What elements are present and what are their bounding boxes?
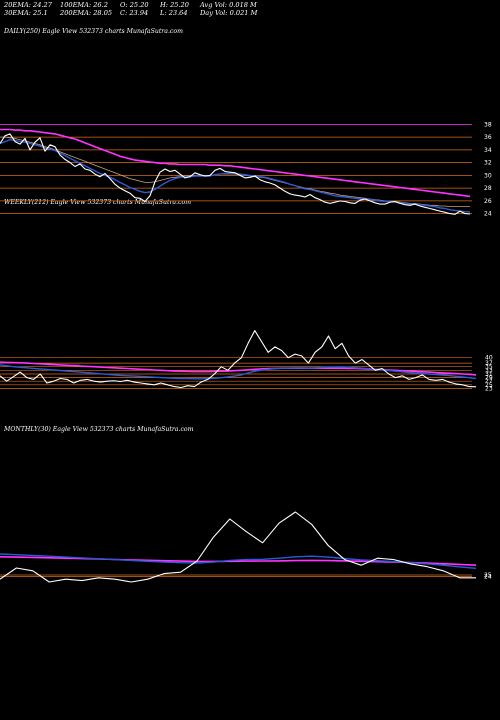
daily-price-line <box>0 133 471 215</box>
weekly-y-tick-label: 31 <box>485 371 493 378</box>
daily-y-tick-label: 26 <box>484 198 492 205</box>
daily-y-tick-label: 32 <box>484 160 492 167</box>
weekly-y-tick-label: 27 <box>485 378 493 385</box>
monthly-y-tick-label: 24 <box>484 573 492 580</box>
weekly-y-tick-label: 23 <box>485 385 493 392</box>
monthly-price-line <box>0 511 476 583</box>
daily-y-tick-label: 30 <box>484 172 492 179</box>
weekly-ema-short-line <box>0 364 477 380</box>
high-label: H: 25.20 <box>160 1 189 9</box>
ema200-label: 200EMA: 28.05 <box>60 9 113 17</box>
open-label: O: 25.20 <box>120 1 149 9</box>
close-label: C: 23.94 <box>120 9 149 17</box>
daily-chart-title: DAILY(250) Eagle View 532373 charts Muna… <box>4 28 183 35</box>
monthly-ema-short-line <box>0 553 477 569</box>
daily-y-tick-label: 34 <box>484 147 492 154</box>
daily-y-tick-label: 24 <box>484 211 492 218</box>
monthly-chart-title: MONTHLY(30) Eagle View 532373 charts Mun… <box>4 426 194 433</box>
weekly-y-tick-label: 33 <box>485 367 493 374</box>
day-vol-label: Day Vol: 0.021 M <box>200 9 258 17</box>
avg-vol-label: Avg Vol: 0.018 M <box>200 1 257 9</box>
weekly-y-tick-label: 37 <box>485 360 493 367</box>
ema30-label: 30EMA: 25.1 <box>4 9 48 17</box>
header-col-5: Avg Vol: 0.018 M Day Vol: 0.021 M <box>200 1 257 17</box>
daily-y-tick-label: 28 <box>484 185 492 192</box>
header-col-4: H: 25.20 L: 23.64 <box>160 1 189 17</box>
low-label: L: 23.64 <box>160 9 188 17</box>
ema20-label: 20EMA: 24.27 <box>4 1 52 9</box>
weekly-y-tick-label: 40 <box>485 355 493 362</box>
daily-ema-mid-line <box>0 136 470 208</box>
daily-y-tick-label: 38 <box>484 121 492 128</box>
monthly-y-tick-label: 25 <box>484 572 492 579</box>
daily-y-tick-label: 36 <box>484 134 492 141</box>
header-col-1: 20EMA: 24.27 30EMA: 25.1 <box>4 1 52 17</box>
weekly-ema-long-line <box>0 361 477 376</box>
weekly-price-line <box>0 330 477 389</box>
weekly-y-tick-label: 25 <box>485 382 493 389</box>
weekly-y-tick-label: 35 <box>485 364 493 371</box>
weekly-y-tick-label: 29 <box>485 375 493 382</box>
ema100-label: 100EMA: 26.2 <box>60 1 108 9</box>
header-col-3: O: 25.20 C: 23.94 <box>120 1 149 17</box>
weekly-chart-title: WEEKLY(212) Eagle View 532373 charts Mun… <box>4 199 192 206</box>
header-col-2: 100EMA: 26.2 200EMA: 28.05 <box>60 1 112 17</box>
daily-ema-long-line <box>0 128 471 198</box>
